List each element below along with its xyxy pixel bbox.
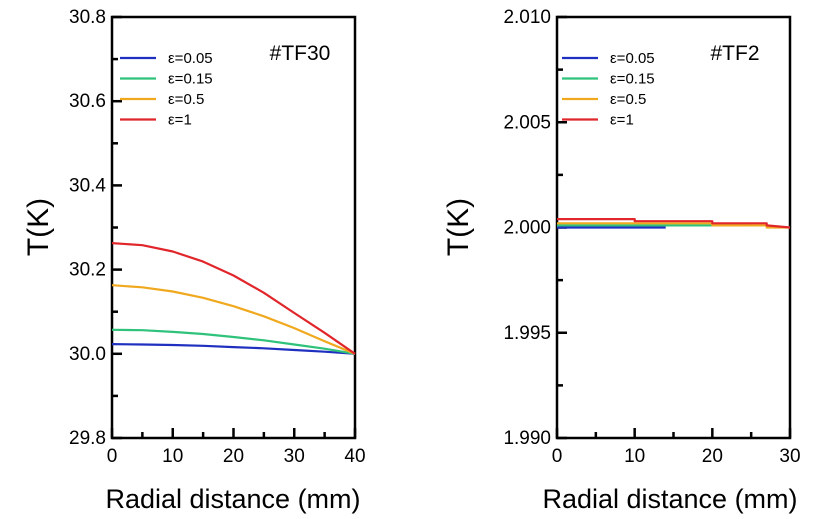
y-tick-label: 30.6 [69, 91, 106, 112]
legend-label: ε=0.5 [168, 91, 204, 108]
legend-label: ε=1 [168, 112, 192, 129]
sample-annotation: #TF30 [270, 42, 331, 65]
legend-label: ε=0.05 [610, 50, 655, 67]
legend-label: ε=0.05 [168, 50, 213, 67]
x-tick-label: 40 [344, 446, 365, 467]
x-tick-label: 0 [107, 446, 118, 467]
x-tick-label: 30 [284, 446, 305, 467]
series-line-0 [111, 343, 356, 355]
x-tick-label: 0 [552, 446, 563, 467]
y-tick-label: 1.990 [503, 428, 551, 449]
y-tick-label: 30.0 [69, 344, 106, 365]
x-tick-label: 10 [624, 446, 645, 467]
legend-label: ε=1 [610, 112, 634, 129]
legend-label: ε=0.5 [610, 91, 646, 108]
sample-annotation: #TF2 [710, 42, 759, 65]
x-axis-label: Radial distance (mm) [542, 484, 797, 514]
y-tick-label: 29.8 [69, 428, 106, 449]
x-tick-label: 20 [223, 446, 244, 467]
series-line-2 [557, 222, 790, 229]
y-tick-label: 2.005 [503, 112, 551, 133]
x-axis-label: Radial distance (mm) [105, 484, 360, 514]
y-tick-label: 30.4 [69, 175, 106, 196]
series-line-1 [111, 328, 356, 355]
x-tick-label: 20 [702, 446, 723, 467]
chart-tf2: 0 10 20 30 1.990 1.995 2.000 2.005 2.010 Radial d… [442, 7, 801, 514]
series-line-3 [111, 242, 356, 355]
x-tick-label: 30 [779, 446, 800, 467]
y-tick-label: 30.8 [69, 7, 106, 28]
x-tick-label: 10 [162, 446, 183, 467]
chart-tf30: 0 10 20 30 40 29.8 30.0 30.2 30.4 30.6 30.8 Radial … [22, 7, 366, 514]
y-axis-label: T(K) [442, 198, 475, 256]
legend-label: ε=0.15 [168, 71, 213, 88]
y-tick-label: 1.995 [503, 323, 551, 344]
legend-label: ε=0.15 [610, 71, 655, 88]
y-tick-label: 30.2 [69, 260, 106, 281]
y-tick-label: 2.010 [503, 7, 551, 28]
plot-frame [110, 15, 357, 440]
series-line-3 [557, 218, 791, 229]
y-tick-label: 2.000 [503, 218, 551, 239]
y-axis-label: T(K) [22, 198, 55, 256]
series-line-2 [111, 284, 356, 355]
